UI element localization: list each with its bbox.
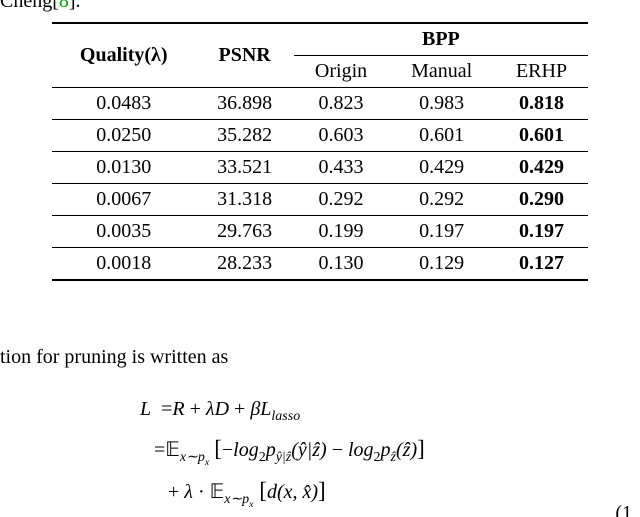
top-fragment-suffix: ].: [69, 0, 81, 12]
top-fragment-prefix: Cheng[: [0, 0, 59, 12]
sym-Llasso: L: [260, 398, 271, 420]
table-header-row-1: Quality(λ) PSNR BPP: [52, 23, 588, 56]
sym-log: log: [348, 439, 374, 461]
equation-line-2: =𝔼x∼px [−log2pŷ|ẑ(ŷ|ẑ) − log2pẑ(ẑ)]: [140, 429, 425, 471]
cell-quality: 0.0035: [52, 216, 195, 248]
equation-number-fragment: (1: [615, 502, 632, 517]
cell-psnr: 33.521: [195, 152, 293, 184]
table-row: 0.0130 33.521 0.433 0.429 0.429: [52, 152, 588, 184]
cell-manual: 0.292: [388, 184, 495, 216]
cell-origin: 0.603: [294, 120, 388, 152]
cell-origin: 0.292: [294, 184, 388, 216]
cell-erhp: 0.818: [495, 88, 588, 120]
sym-E-sub-x: x: [205, 457, 209, 468]
sym-rbracket: ]: [318, 478, 326, 503]
results-table-wrap: Quality(λ) PSNR BPP Origin Manual ERHP 0…: [52, 22, 588, 281]
sym-p: p: [381, 439, 391, 461]
sym-two: 2: [259, 450, 266, 465]
sym-minus: −: [222, 439, 233, 461]
page-root: Cheng[8]. Quality(λ) PSNR BPP Origin Man…: [0, 0, 640, 517]
cell-erhp: 0.197: [495, 216, 588, 248]
cell-manual: 0.429: [388, 152, 495, 184]
sym-arg: (x, x̂): [277, 481, 318, 503]
sym-D: D: [215, 398, 229, 420]
cell-manual: 0.983: [388, 88, 495, 120]
equation-line-3: + λ · 𝔼x∼px [d(x, x̂)]: [140, 471, 425, 513]
cell-erhp: 0.601: [495, 120, 588, 152]
sym-eq: =: [154, 439, 165, 461]
cell-quality: 0.0483: [52, 88, 195, 120]
cell-erhp: 0.290: [495, 184, 588, 216]
sym-plus: +: [168, 481, 184, 503]
col-bpp-group: BPP: [294, 23, 588, 56]
sym-p: p: [266, 439, 276, 461]
col-psnr: PSNR: [195, 23, 293, 88]
cell-erhp: 0.429: [495, 152, 588, 184]
sym-arg: (ẑ): [396, 439, 417, 461]
sym-E-sub: x∼px: [180, 450, 209, 465]
sym-E-sub-left: x∼p: [180, 450, 205, 465]
col-erhp: ERHP: [495, 56, 588, 88]
sym-eq: =: [156, 398, 172, 420]
table-row: 0.0250 35.282 0.603 0.601 0.601: [52, 120, 588, 152]
cell-quality: 0.0130: [52, 152, 195, 184]
sym-E-sub-left: x∼p: [224, 492, 249, 507]
sym-E: 𝔼: [210, 481, 225, 503]
cell-manual: 0.129: [388, 248, 495, 281]
cell-origin: 0.823: [294, 88, 388, 120]
citation-number[interactable]: 8: [59, 0, 69, 12]
sym-lasso-sub: lasso: [271, 409, 300, 424]
sym-L: L: [140, 398, 151, 420]
table-row: 0.0483 36.898 0.823 0.983 0.818: [52, 88, 588, 120]
cell-origin: 0.199: [294, 216, 388, 248]
col-quality: Quality(λ): [52, 23, 195, 88]
col-origin: Origin: [294, 56, 388, 88]
sym-plus: +: [185, 398, 206, 420]
sym-two: 2: [374, 450, 381, 465]
cell-origin: 0.130: [294, 248, 388, 281]
sym-E: 𝔼: [165, 439, 180, 461]
sym-minus: −: [327, 439, 348, 461]
cell-psnr: 31.318: [195, 184, 293, 216]
top-fragment-line: Cheng[8].: [0, 0, 81, 13]
cell-manual: 0.601: [388, 120, 495, 152]
col-manual: Manual: [388, 56, 495, 88]
equation-line-1: L =R + λD + βLlasso: [140, 392, 425, 429]
sym-rbracket: ]: [417, 436, 425, 461]
narrative-fragment: tion for pruning is written as: [0, 346, 228, 369]
sym-plus: +: [229, 398, 250, 420]
sym-cdot: ·: [193, 481, 210, 503]
sym-log: log: [233, 439, 259, 461]
sym-d: d: [267, 481, 277, 503]
table-row: 0.0018 28.233 0.130 0.129 0.127: [52, 248, 588, 281]
cell-manual: 0.197: [388, 216, 495, 248]
cell-erhp: 0.127: [495, 248, 588, 281]
cell-psnr: 35.282: [195, 120, 293, 152]
cell-origin: 0.433: [294, 152, 388, 184]
table-row: 0.0035 29.763 0.199 0.197 0.197: [52, 216, 588, 248]
sym-lambda: λ: [184, 481, 193, 503]
sym-lambda: λ: [206, 398, 215, 420]
sym-p-sub: ŷ|ẑ: [276, 450, 292, 465]
cell-quality: 0.0018: [52, 248, 195, 281]
equation-block: L =R + λD + βLlasso =𝔼x∼px [−log2pŷ|ẑ(ŷ|…: [140, 392, 425, 514]
results-table: Quality(λ) PSNR BPP Origin Manual ERHP 0…: [52, 22, 588, 281]
cell-quality: 0.0067: [52, 184, 195, 216]
sym-beta: β: [250, 398, 260, 420]
sym-lbracket: [: [254, 478, 267, 503]
sym-E-sub: x∼px: [224, 492, 253, 507]
cell-psnr: 29.763: [195, 216, 293, 248]
sym-lbracket: [: [214, 436, 222, 461]
sym-arg: (ŷ|ẑ): [291, 439, 326, 461]
sym-R: R: [172, 398, 184, 420]
cell-psnr: 36.898: [195, 88, 293, 120]
table-row: 0.0067 31.318 0.292 0.292 0.290: [52, 184, 588, 216]
cell-psnr: 28.233: [195, 248, 293, 281]
cell-quality: 0.0250: [52, 120, 195, 152]
